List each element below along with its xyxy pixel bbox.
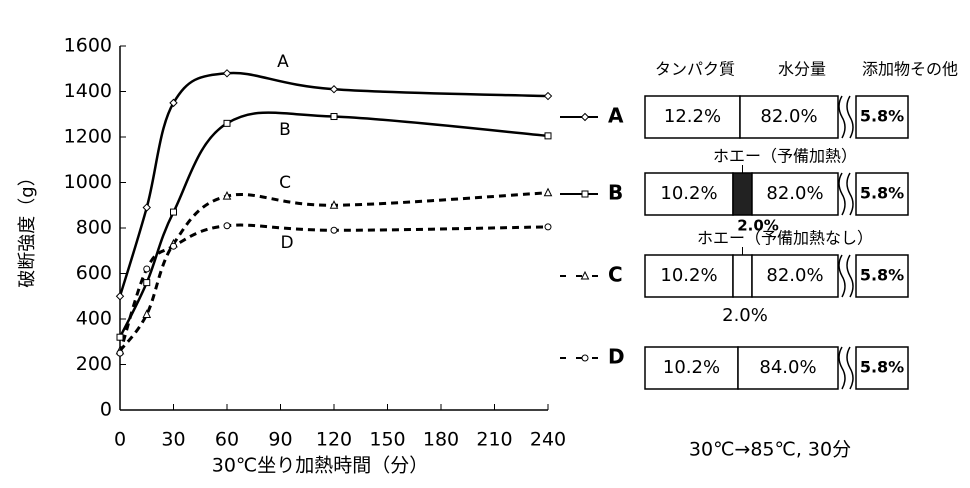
point [143,279,151,287]
point [543,91,553,101]
point [116,333,124,341]
point [330,226,338,234]
x-tick-label: 150 [369,429,405,451]
point [115,292,125,301]
segment-label: 12.2% [664,106,721,127]
column-header: 水分量 [778,60,826,79]
y-tick-label: 1600 [64,35,112,57]
segment-label: 10.2% [660,183,717,204]
whey-note: ホエー（予備加熱なし） [697,229,873,248]
whey-note: ホエー（予備加熱） [713,147,857,166]
line [118,111,549,338]
x-tick-label: 180 [423,429,459,451]
bar-segment [644,254,734,298]
point [329,85,339,94]
whey-segment [732,254,753,298]
bar-segment [737,346,839,390]
column-header: 添加物その他 [862,60,958,79]
y-tick-label: 200 [76,353,112,375]
legend-label: B [608,181,623,205]
y-tick-label: 1000 [64,171,112,193]
y-tick-label: 1200 [64,126,112,148]
point [223,119,231,127]
curve-label: B [279,120,291,140]
point [143,265,151,273]
y-tick-label: 600 [76,262,112,284]
curve-label: C [279,173,291,193]
line [118,191,549,352]
y-tick-label: 0 [100,399,112,421]
bar-segment [644,172,734,216]
bar-segment [751,254,839,298]
legend-marker [581,354,589,362]
segment-label: 84.0% [759,357,816,378]
point [222,191,232,200]
bar-segment [751,172,839,216]
bar-segment [855,346,909,390]
whey-label: 2.0% [722,305,768,326]
y-tick-label: 400 [76,308,112,330]
whey-label: 2.0% [737,217,779,235]
x-tick-label: 30 [161,429,185,451]
break-mark [838,172,854,216]
x-tick-label: 90 [268,429,292,451]
segment-label: 10.2% [663,357,720,378]
break-mark [838,346,854,390]
legend-label: C [608,263,623,287]
line [118,223,549,354]
segment-label: 5.8% [860,358,904,377]
segment-label: 5.8% [860,107,904,126]
point [169,98,178,108]
point [330,113,338,121]
column-header: タンパク質 [655,60,735,79]
bar-segment [739,95,839,139]
legend-marker [580,270,590,280]
curve-label: D [280,233,293,253]
y-axis-label: 破断強度（g） [17,168,38,287]
segment-label: 5.8% [860,184,904,203]
x-tick-label: 0 [114,429,126,451]
point [170,208,177,216]
whey-segment [732,172,753,216]
x-tick-label: 210 [476,429,512,451]
x-tick-label: 120 [316,429,352,451]
legend-label: A [608,104,624,128]
y-tick-label: 1400 [64,80,112,102]
bar-segment [644,95,741,139]
point [142,203,151,212]
segment-label: 10.2% [660,265,717,286]
legend-marker [580,112,590,122]
x-axis-label: 30℃坐り加熱時間（分） [212,455,429,477]
segment-label: 5.8% [860,266,904,285]
point [329,200,339,209]
break-mark [838,95,854,139]
bar-segment [855,172,909,216]
break-mark [838,254,854,298]
bar-segment [855,95,909,139]
point [116,349,124,357]
legend-label: D [608,345,625,369]
point [142,309,152,318]
x-tick-label: 60 [215,429,239,451]
bar-segment [644,346,739,390]
y-tick-label: 800 [76,217,112,239]
segment-label: 82.0% [766,183,823,204]
point [170,242,177,250]
point [222,69,232,78]
point [544,132,552,140]
point [544,223,552,231]
footer: 30℃→85℃, 30分 [689,439,851,461]
bar-segment [855,254,909,298]
legend-marker [581,190,589,198]
segment-label: 82.0% [766,265,823,286]
point [543,187,553,197]
x-tick-label: 240 [530,429,566,451]
segment-label: 82.0% [760,106,817,127]
curve-label: A [277,52,289,72]
point [223,222,231,230]
